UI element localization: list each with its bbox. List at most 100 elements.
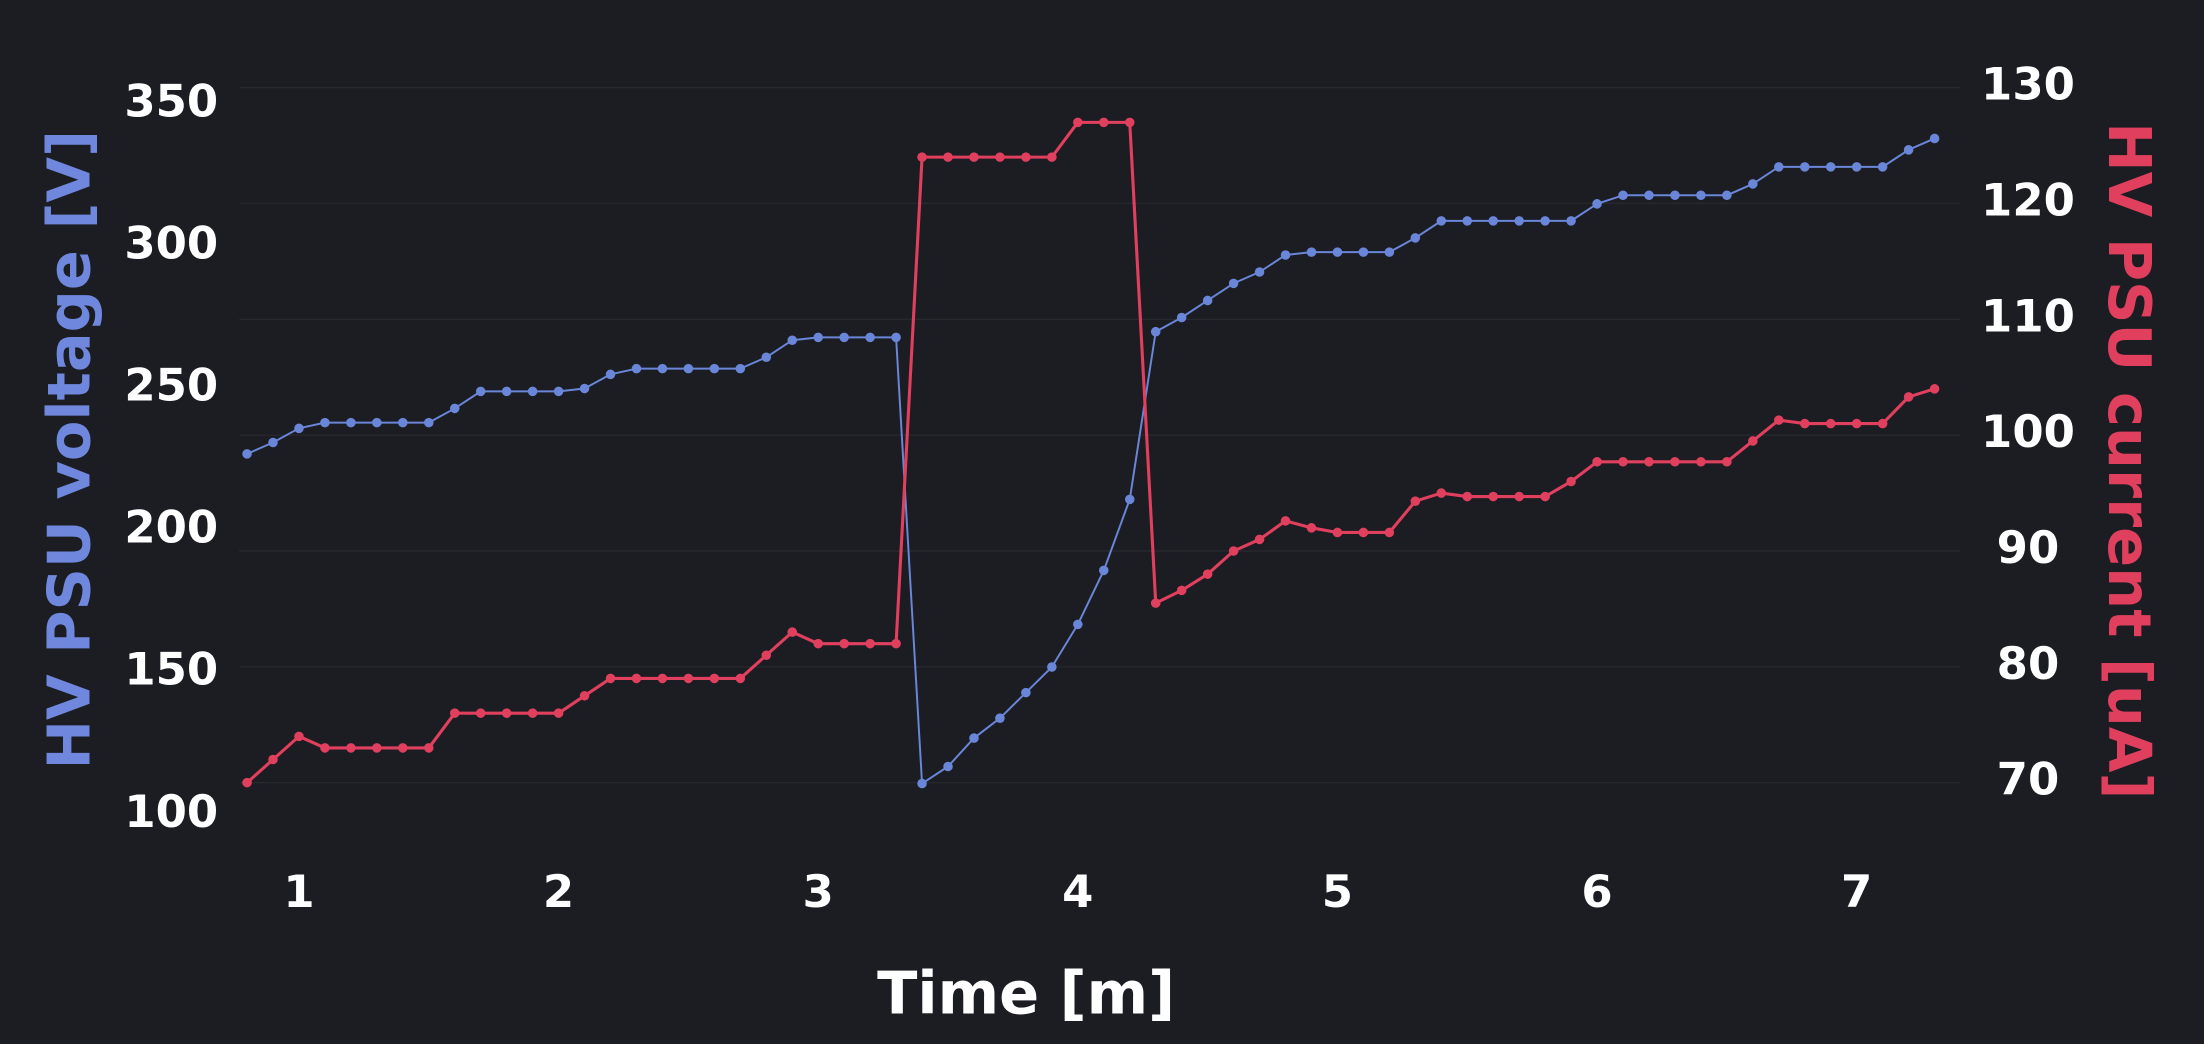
y2-tick-label: 120 [1981, 173, 2075, 226]
data-point [579, 383, 590, 394]
data-point [294, 731, 304, 742]
data-point [995, 713, 1005, 723]
data-point [1696, 190, 1706, 201]
data-point [1877, 162, 1888, 172]
data-point [424, 417, 434, 428]
data-point [1306, 523, 1317, 533]
data-point [1047, 662, 1057, 672]
data-point [475, 708, 486, 718]
data-point [1306, 247, 1317, 257]
data-point [1929, 133, 1940, 144]
data-point [1021, 152, 1031, 162]
data-point [1462, 216, 1473, 226]
data-point [813, 638, 823, 649]
x-tick-label: 6 [1581, 865, 1612, 918]
data-point [761, 650, 772, 661]
data-point [761, 352, 772, 363]
data-point [1903, 145, 1914, 155]
data-point [372, 743, 382, 753]
data-point [1150, 598, 1161, 608]
data-point [268, 754, 278, 765]
data-point [1384, 527, 1395, 538]
x-tick-label: 3 [803, 865, 834, 918]
y-tick-label: 300 [124, 216, 218, 269]
data-point [865, 332, 875, 343]
data-point [1540, 491, 1550, 502]
data-point [1047, 152, 1057, 162]
data-point [787, 335, 798, 346]
data-point [1436, 216, 1447, 226]
data-point [1644, 190, 1654, 201]
data-point [1774, 415, 1784, 425]
data-point [735, 363, 746, 374]
y2-tick-label: 70 [1997, 753, 2060, 806]
data-point [398, 743, 408, 753]
x-tick-label: 2 [543, 865, 574, 918]
data-point [527, 708, 538, 718]
data-point [605, 673, 616, 684]
data-point [1748, 179, 1758, 189]
data-point [891, 332, 901, 343]
data-point [1150, 326, 1161, 337]
data-point [372, 417, 382, 428]
data-point [1254, 534, 1265, 545]
data-point [1228, 546, 1239, 556]
data-point [424, 743, 434, 753]
data-point [1332, 527, 1343, 538]
data-point [1332, 247, 1343, 257]
data-point [1566, 216, 1576, 226]
data-point [1722, 190, 1732, 201]
data-point [969, 152, 979, 162]
data-point [943, 761, 953, 772]
data-point [839, 332, 849, 343]
data-point [1825, 418, 1836, 429]
data-point [683, 363, 694, 374]
data-point [865, 638, 875, 649]
data-point [787, 627, 798, 637]
data-point [398, 417, 408, 428]
data-point [1488, 491, 1498, 502]
data-point [527, 386, 538, 397]
data-point [1202, 569, 1213, 579]
data-point [553, 386, 564, 397]
data-point [346, 743, 356, 753]
data-point [449, 403, 460, 414]
data-point [294, 423, 304, 434]
x-axis-title: Time [m] [877, 959, 1175, 1028]
data-point [995, 152, 1005, 162]
data-point [1540, 216, 1550, 226]
x-tick-label: 1 [283, 865, 314, 918]
y2-tick-label: 90 [1997, 521, 2060, 574]
data-point [631, 673, 642, 684]
y-tick-label: 200 [124, 501, 218, 554]
data-point [1384, 247, 1395, 257]
data-point [242, 777, 252, 788]
data-point [320, 743, 330, 753]
data-point [1774, 162, 1784, 172]
y-axis-title: HV PSU voltage [V] [35, 130, 104, 769]
data-point [1202, 295, 1213, 306]
y-tick-label: 350 [124, 74, 218, 127]
data-point [1566, 476, 1576, 487]
data-point [1254, 267, 1265, 277]
data-point [917, 152, 927, 162]
data-point [268, 437, 278, 448]
y2-tick-label: 80 [1997, 637, 2060, 690]
data-point [501, 708, 512, 718]
data-point [1592, 457, 1602, 467]
data-point [1722, 457, 1732, 467]
data-point [242, 449, 252, 459]
data-point [657, 673, 668, 684]
y2-tick-label: 130 [1981, 58, 2075, 111]
y2-tick-label: 110 [1981, 289, 2075, 342]
data-point [657, 363, 668, 374]
data-point [1851, 162, 1862, 172]
y2-axis-title: HV PSU current [uA] [2095, 122, 2164, 799]
data-point [709, 673, 720, 684]
y-tick-label: 100 [124, 785, 218, 838]
data-point [1644, 457, 1654, 467]
data-point [1825, 162, 1836, 172]
data-point [1929, 384, 1940, 394]
